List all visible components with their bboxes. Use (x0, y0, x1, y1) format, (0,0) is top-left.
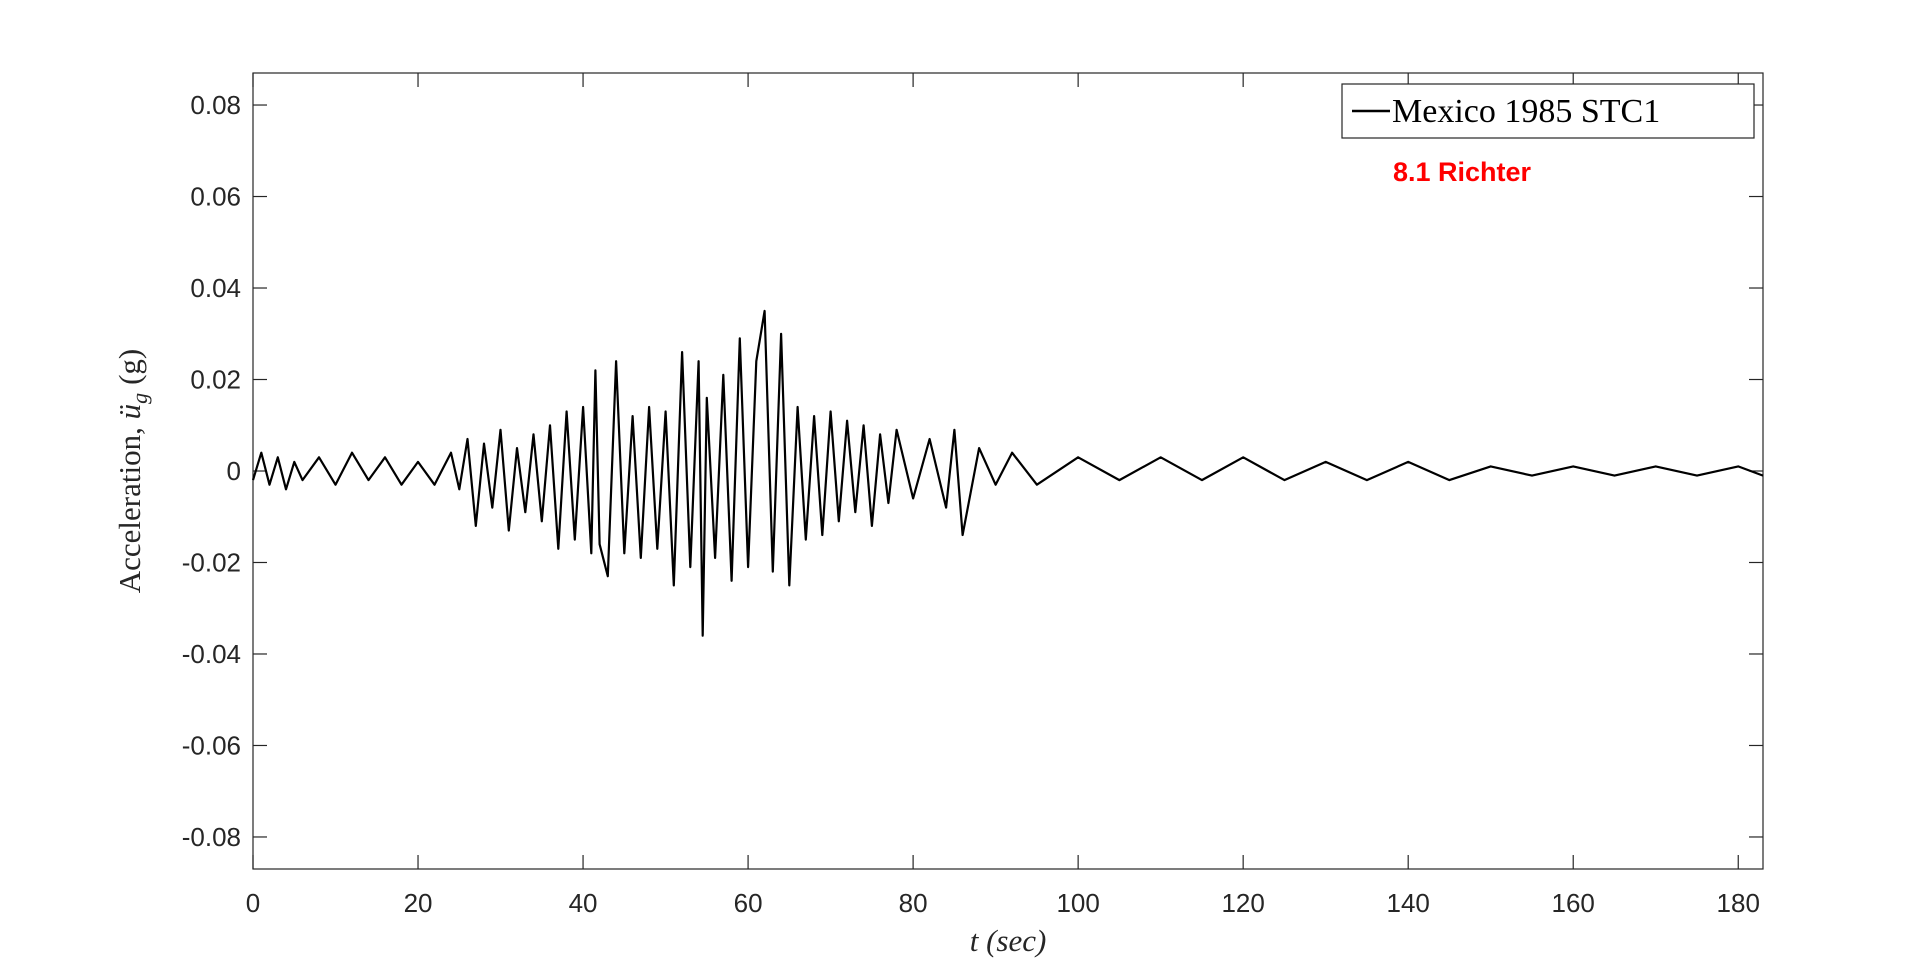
x-tick-label: 140 (1386, 888, 1429, 918)
y-axis-title-prefix: Acceleration, (112, 419, 147, 593)
x-tick-label: 160 (1552, 888, 1595, 918)
y-axis-title-unit: (g) (112, 349, 147, 385)
legend: Mexico 1985 STC1 (1341, 83, 1755, 139)
x-tick-label: 40 (569, 888, 598, 918)
legend-label: Mexico 1985 STC1 (1392, 93, 1660, 130)
y-tick-label: 0.04 (190, 273, 241, 303)
y-axis-ticks: 0.08 0.06 0.04 0.02 0 -0.02 -0.04 -0.06 -0.08 (182, 90, 1763, 852)
x-tick-label: 60 (734, 888, 763, 918)
legend-box (1341, 83, 1755, 139)
x-tick-label: 120 (1221, 888, 1264, 918)
y-tick-label: -0.06 (182, 730, 241, 760)
y-tick-label: 0 (227, 456, 241, 486)
y-tick-label: 0.06 (190, 182, 241, 212)
series-line (251, 309, 1764, 637)
y-tick-label: 0.08 (190, 90, 241, 120)
x-tick-label: 80 (899, 888, 928, 918)
richter-annotation: 8.1 Richter (1393, 157, 1532, 187)
series-group (251, 309, 1764, 637)
y-tick-label: -0.08 (182, 822, 241, 852)
y-tick-label: 0.02 (190, 365, 241, 395)
plot-area (252, 72, 1764, 870)
x-tick-label: 100 (1056, 888, 1099, 918)
x-tick-label: 20 (404, 888, 433, 918)
x-tick-label: 0 (246, 888, 260, 918)
x-axis-ticks: 0 20 40 60 80 100 120 140 160 180 (246, 73, 1760, 918)
x-axis-title: t (sec) (970, 923, 1047, 958)
x-tick-label: 180 (1717, 888, 1760, 918)
y-tick-label: -0.04 (182, 639, 241, 669)
y-axis-title-subscript: g (127, 393, 152, 404)
y-axis-title: Acceleration, üg (g) (112, 349, 152, 594)
y-axis-title-symbol: ü (112, 404, 147, 420)
y-tick-label: -0.02 (182, 547, 241, 577)
